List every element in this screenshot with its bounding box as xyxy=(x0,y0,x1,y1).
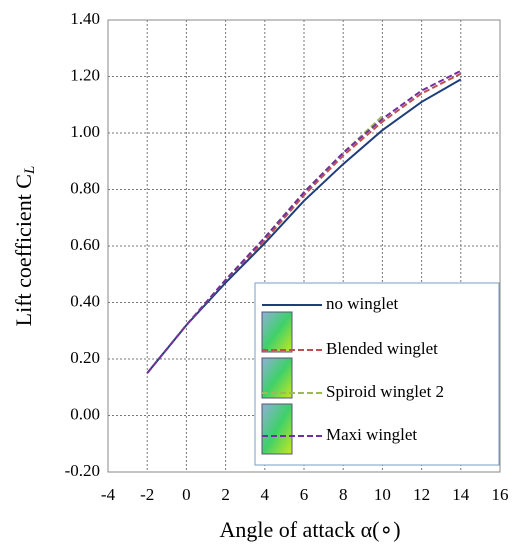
x-tick-label: 8 xyxy=(339,485,348,504)
series-line xyxy=(146,69,462,374)
x-tick-label: 6 xyxy=(300,485,309,504)
x-tick-label: 10 xyxy=(374,485,391,504)
legend-label: Spiroid winglet 2 xyxy=(326,382,444,401)
legend-label: no winglet xyxy=(326,294,399,313)
legend: no winglet Blended winglet Spiroid winglet… xyxy=(254,282,500,466)
x-tick-label: -4 xyxy=(101,485,116,504)
y-axis-label: Lift coefficient CL xyxy=(11,166,38,327)
x-tick-label: 2 xyxy=(221,485,230,504)
y-tick-label: 0.20 xyxy=(70,348,100,367)
x-tick-label: 14 xyxy=(452,485,470,504)
y-tick-label: 0.60 xyxy=(70,235,100,254)
y-tick-label: 1.20 xyxy=(70,65,100,84)
x-tick-label: 12 xyxy=(413,485,430,504)
legend-image xyxy=(261,357,293,399)
legend-image xyxy=(261,403,293,455)
legend-box xyxy=(254,282,500,466)
x-tick-label: -2 xyxy=(140,485,154,504)
legend-label: Blended winglet xyxy=(326,339,438,358)
y-tick-label: 0.80 xyxy=(70,178,100,197)
x-tick-label: 16 xyxy=(492,485,509,504)
y-tick-label: 1.00 xyxy=(70,122,100,141)
x-tick-label: 4 xyxy=(261,485,270,504)
y-tick-label: 0.00 xyxy=(70,404,100,423)
x-tick-label: 0 xyxy=(182,485,191,504)
plot-frame xyxy=(107,19,501,473)
y-tick-label: 1.40 xyxy=(70,9,100,28)
x-axis-label: Angle of attack α(∘) xyxy=(219,517,400,542)
y-tick-label: 0.40 xyxy=(70,291,100,310)
legend-image xyxy=(261,311,293,353)
legend-label: Maxi winglet xyxy=(326,425,417,444)
y-tick-label: -0.20 xyxy=(65,461,100,480)
